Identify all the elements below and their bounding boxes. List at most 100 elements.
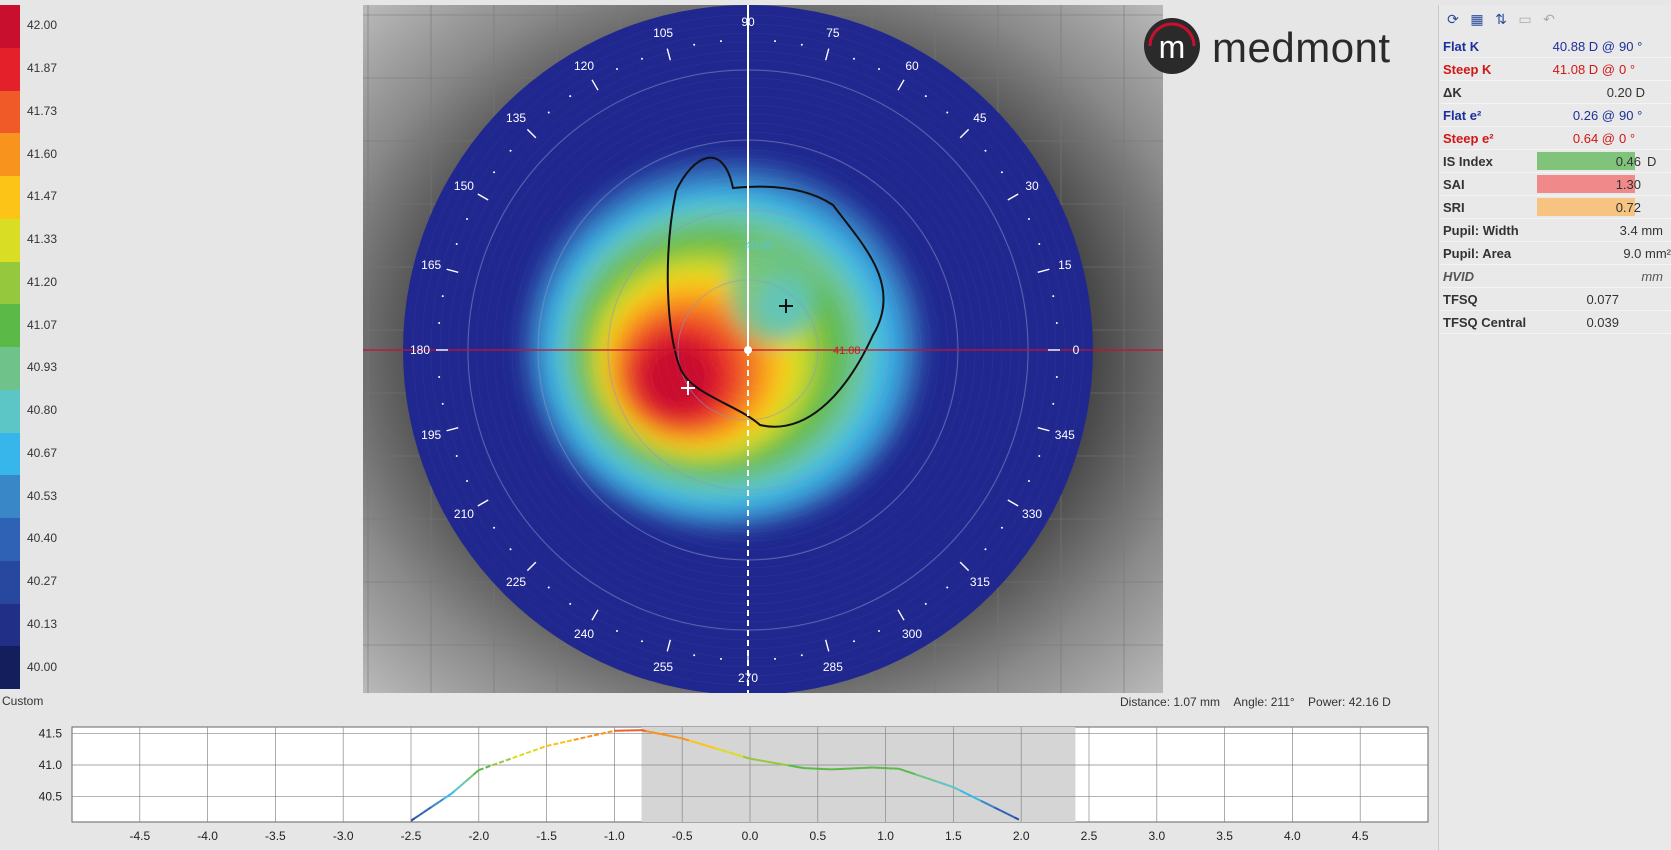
angle-minor-tick xyxy=(615,68,618,71)
profile-curve-segment xyxy=(973,796,981,802)
profile-x-label: -2.5 xyxy=(401,829,422,843)
profile-curve-segment xyxy=(478,766,486,772)
profile-curve-segment xyxy=(749,757,756,761)
profile-x-labels: -4.5 -4.0 -3.5 -3.0 -2.5 -2.0 -1.5 -1.0 -0.5 0.0 0… xyxy=(129,829,1368,843)
angle-tick xyxy=(1007,499,1019,507)
angle-tick xyxy=(824,639,830,652)
profile-curve-segment xyxy=(456,785,461,790)
power-profile[interactable]: 41.5 41.0 40.5 -4.5 -4.0 -3.5 -3.0 -2.5 -2.0 -1.… xyxy=(0,712,1438,850)
angle-minor-tick xyxy=(455,455,458,458)
scale-label: 41.60 xyxy=(27,146,58,161)
calendar-icon[interactable]: ▦ xyxy=(1470,10,1484,27)
scale-swatch xyxy=(0,261,20,305)
heat-zone xyxy=(642,341,714,413)
profile-x-label: 2.5 xyxy=(1081,829,1098,843)
readout-distance: Distance: 1.07 mm xyxy=(1120,695,1221,709)
profile-curve-segment xyxy=(798,766,805,770)
axis-flat-k: 90 ° xyxy=(1619,38,1643,54)
value-sri: 0.72 xyxy=(1615,199,1641,215)
angle-tick xyxy=(477,499,489,507)
topography-map[interactable]: 40.88 41.08 90 75 60 45 30 15 0 345 330 315 300 285… xyxy=(363,5,1163,693)
angle-tick xyxy=(477,193,489,201)
profile-curve-segment xyxy=(782,763,789,767)
angle-minor-tick xyxy=(509,149,512,152)
angle-minor-tick xyxy=(984,149,987,152)
profile-curve-segment xyxy=(410,817,416,822)
profile-curve-segment xyxy=(986,803,995,809)
angle-minor-tick xyxy=(924,602,927,605)
profile-x-label: -1.5 xyxy=(536,829,557,843)
unit-is-index: D xyxy=(1647,153,1657,169)
sort-icon[interactable]: ⇅ xyxy=(1495,10,1507,27)
angle-minor-tick xyxy=(438,321,441,324)
angle-tick xyxy=(1037,426,1050,432)
refresh-icon[interactable]: ⟳ xyxy=(1447,10,1459,27)
profile-curve-segment xyxy=(649,730,654,734)
angle-minor-tick xyxy=(800,654,803,657)
scale-label: 40.00 xyxy=(27,659,58,674)
value-pupil-width: 3.4 mm xyxy=(1619,222,1663,238)
apex-marker xyxy=(681,381,695,395)
indices-table: Flat K 40.88 D @ 90 ° Steep K 41.08 D @ … xyxy=(1441,35,1671,334)
profile-curve-segment xyxy=(661,733,667,737)
pupil-outline xyxy=(666,156,885,428)
value-is-index: 0.46 xyxy=(1615,153,1641,169)
scale-swatch xyxy=(0,133,20,177)
profile-x-label: 0.5 xyxy=(809,829,826,843)
profile-curve-segment xyxy=(600,731,608,735)
angle-tick xyxy=(897,609,905,621)
label-flat-k: Flat K xyxy=(1443,38,1480,54)
angle-label: 270 xyxy=(738,671,758,685)
angle-minor-tick xyxy=(719,40,722,43)
scale-label: 42.00 xyxy=(27,18,58,33)
angle-minor-tick xyxy=(924,95,927,98)
profile-curve-segment xyxy=(498,759,507,764)
angle-label: 150 xyxy=(454,179,474,193)
angle-label: 240 xyxy=(574,627,594,641)
save-icon[interactable]: ▭ xyxy=(1518,10,1532,27)
angle-minor-tick xyxy=(693,43,696,46)
angle-label: 330 xyxy=(1022,507,1042,521)
angle-label: 45 xyxy=(973,111,987,125)
scale-label: 41.20 xyxy=(27,274,58,289)
angle-tick xyxy=(959,561,970,572)
profile-chart-svg: 41.5 41.0 40.5 -4.5 -4.0 -3.5 -3.0 -2.5 -2.0 -1.… xyxy=(39,726,1429,843)
profile-curve-segment xyxy=(909,771,916,776)
medmont-logo-mark: m xyxy=(1144,18,1200,74)
angle-label: 15 xyxy=(1058,258,1072,272)
profile-x-label: 0.0 xyxy=(742,829,759,843)
angle-label: 180 xyxy=(410,343,430,357)
medmont-logo: m medmont xyxy=(1140,14,1420,86)
angle-minor-tick xyxy=(640,57,643,60)
profile-curve-segment xyxy=(729,751,737,756)
profile-curve-segment xyxy=(898,767,905,772)
profile-curve-segment xyxy=(434,800,441,806)
profile-curve-segment xyxy=(573,737,581,741)
profile-x-label: -4.5 xyxy=(129,829,150,843)
angle-minor-tick xyxy=(493,171,496,174)
scale-label: 41.07 xyxy=(27,317,58,332)
label-steep-e: Steep e² xyxy=(1443,130,1494,146)
angle-minor-tick xyxy=(774,657,777,660)
logo-mark-letter: m xyxy=(1159,29,1186,65)
profile-grid xyxy=(72,727,1428,822)
angle-minor-tick xyxy=(441,402,444,405)
angle-label: 345 xyxy=(1055,428,1075,442)
profile-curve-segment xyxy=(467,776,472,781)
scale-swatch xyxy=(0,560,20,604)
row-pupil-area: Pupil: Area 9.0 mm² xyxy=(1441,242,1671,265)
undo-icon[interactable]: ↶ xyxy=(1543,10,1555,27)
angle-labels: 9075604530150345330315300285270255240225… xyxy=(410,15,1080,685)
scale-swatch xyxy=(0,389,20,433)
label-tfsq-central: TFSQ Central xyxy=(1443,314,1527,330)
angle-label: 315 xyxy=(970,575,990,589)
profile-x-label: 4.5 xyxy=(1352,829,1369,843)
profile-curve-segment xyxy=(936,780,943,785)
scale-label: 41.87 xyxy=(27,61,58,76)
scale-label: 40.40 xyxy=(27,531,58,546)
profile-y-label: 41.0 xyxy=(39,758,63,772)
label-pupil-area: Pupil: Area xyxy=(1443,245,1512,261)
scale-swatch xyxy=(0,603,20,647)
scale-swatch xyxy=(0,5,20,48)
color-scale-name[interactable]: Custom xyxy=(2,694,44,708)
